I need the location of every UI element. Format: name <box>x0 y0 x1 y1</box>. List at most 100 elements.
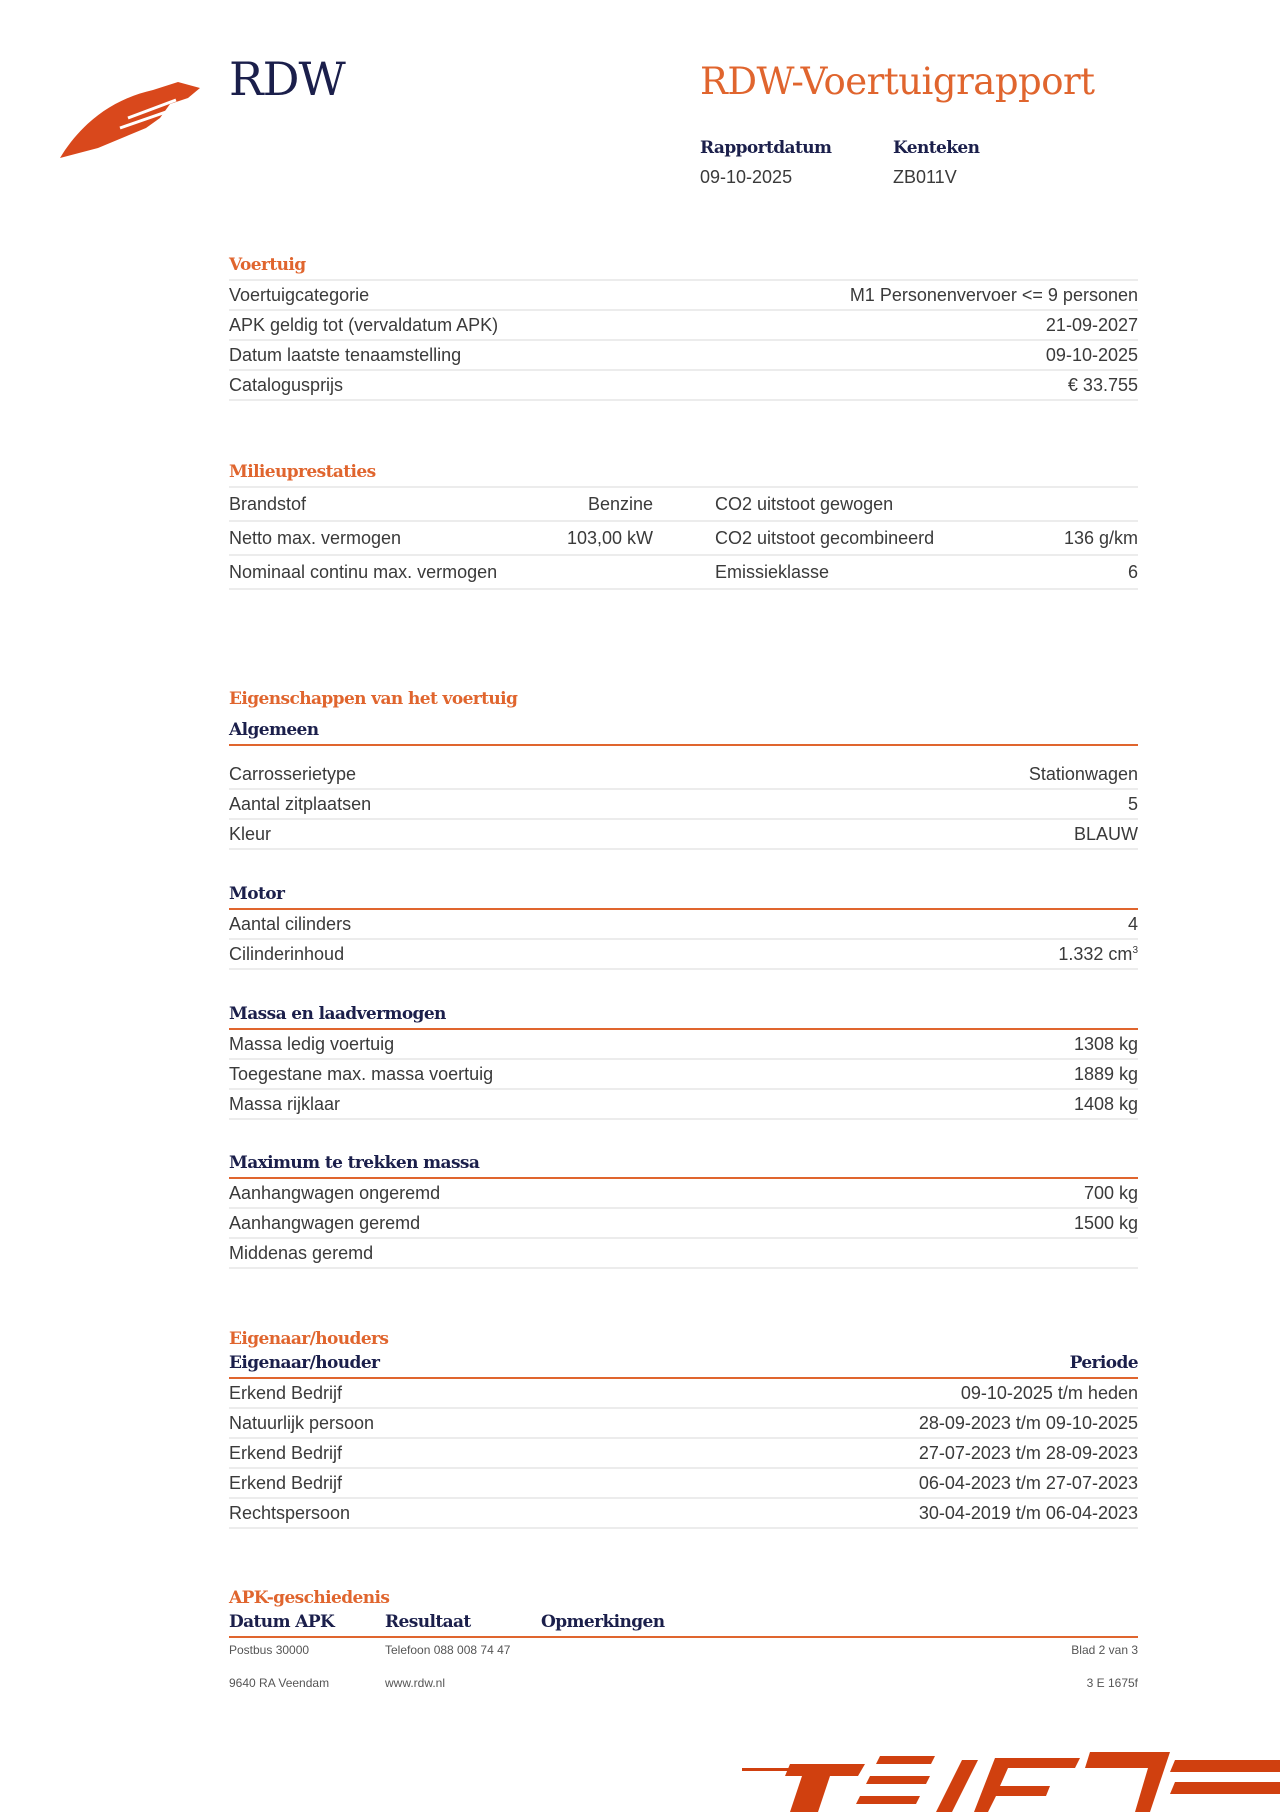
kenteken-label: Kenteken <box>893 138 980 158</box>
row-value: 103,00 kW <box>566 527 653 548</box>
row-label: Datum laatste tenaamstelling <box>229 344 462 365</box>
row-label: Massa ledig voertuig <box>229 1033 395 1054</box>
section-title: Milieuprestaties <box>229 462 376 482</box>
table-row: Kleur BLAUW <box>229 820 1138 850</box>
rdw-stripes-logo-icon <box>742 1752 1280 1812</box>
row-label: CO2 uitstoot gewogen <box>715 493 894 514</box>
column-header: Datum APK <box>229 1612 335 1632</box>
table-row: Aantal cilinders 4 <box>229 910 1138 940</box>
table-header: Datum APK Resultaat Opmerkingen <box>229 1612 1138 1638</box>
row-value: 1308 kg <box>1073 1033 1138 1054</box>
row-label: Aantal zitplaatsen <box>229 793 372 814</box>
row-value: 1408 kg <box>1073 1093 1138 1114</box>
row-value: 21-09-2027 <box>1045 314 1138 335</box>
footer-code: 3 E 1675f <box>1086 1676 1138 1690</box>
column-header: Periode <box>1069 1353 1139 1373</box>
row-label: APK geldig tot (vervaldatum APK) <box>229 314 499 335</box>
subsection-massa: Massa en laadvermogen Massa ledig voertu… <box>229 1002 1138 1120</box>
table-row: Brandstof Benzine CO2 uitstoot gewogen <box>229 486 1138 522</box>
row-value: 4 <box>1127 913 1138 934</box>
section-title: APK-geschiedenis <box>229 1588 390 1608</box>
row-label: Aantal cilinders <box>229 913 352 934</box>
table-row: Voertuigcategorie M1 Personenvervoer <= 9… <box>229 279 1138 311</box>
row-label: Brandstof <box>229 493 307 514</box>
row-value: Stationwagen <box>1028 763 1138 784</box>
row-value: 30-04-2019 t/m 06-04-2023 <box>918 1502 1138 1523</box>
table-row: APK geldig tot (vervaldatum APK) 21-09-20… <box>229 311 1138 341</box>
subsection-title: Algemeen <box>229 718 1138 746</box>
row-label: CO2 uitstoot gecombineerd <box>715 527 935 548</box>
row-value: 09-10-2025 t/m heden <box>960 1382 1138 1403</box>
row-value: 28-09-2023 t/m 09-10-2025 <box>918 1412 1138 1433</box>
page-title: RDW-Voertuigrapport <box>700 60 1095 103</box>
row-label: Kleur <box>229 823 272 844</box>
subsection-trekken: Maximum te trekken massa Aanhangwagen on… <box>229 1151 1138 1269</box>
section-voertuig: Voertuig Voertuigcategorie M1 Personenver… <box>229 255 1138 401</box>
table-row: Carrosserietype Stationwagen <box>229 760 1138 790</box>
table-row: Datum laatste tenaamstelling 09-10-2025 <box>229 341 1138 371</box>
subsection-algemeen: Algemeen Carrosserietype Stationwagen Aan… <box>229 718 1138 850</box>
rapportdatum-value: 09-10-2025 <box>700 167 793 187</box>
row-label: Aanhangwagen ongeremd <box>229 1182 441 1203</box>
row-label: Catalogusprijs <box>229 374 344 395</box>
row-value: 27-07-2023 t/m 28-09-2023 <box>918 1442 1138 1463</box>
section-title-eigenschappen: Eigenschappen van het voertuig <box>229 689 518 709</box>
unit-superscript: 3 <box>1132 944 1138 956</box>
table-row: Cilinderinhoud 1.332 cm3 <box>229 940 1138 970</box>
row-label: Massa rijklaar <box>229 1093 341 1114</box>
row-label: Rechtspersoon <box>229 1502 351 1523</box>
table-row: Erkend Bedrijf 09-10-2025 t/m heden <box>229 1379 1138 1409</box>
column-header: Resultaat <box>385 1612 471 1632</box>
table-row: Massa rijklaar 1408 kg <box>229 1090 1138 1120</box>
row-value: 09-10-2025 <box>1045 344 1138 365</box>
table-row: Catalogusprijs € 33.755 <box>229 371 1138 401</box>
row-label: Natuurlijk persoon <box>229 1412 375 1433</box>
table-row: Natuurlijk persoon 28-09-2023 t/m 09-10-2… <box>229 1409 1138 1439</box>
brand-name: RDW <box>229 52 346 106</box>
subsection-motor: Motor Aantal cilinders 4 Cilinderinhoud 1.… <box>229 882 1138 970</box>
row-value: 1.332 cm3 <box>1058 944 1138 965</box>
table-row: Erkend Bedrijf 27-07-2023 t/m 28-09-2023 <box>229 1439 1138 1469</box>
row-value: BLAUW <box>1073 823 1138 844</box>
table-row: Rechtspersoon 30-04-2019 t/m 06-04-2023 <box>229 1499 1138 1529</box>
footer-postbus: Postbus 30000 <box>229 1643 310 1657</box>
row-value: 5 <box>1127 793 1138 814</box>
row-value: M1 Personenvervoer <= 9 personen <box>849 284 1138 305</box>
row-label: Middenas geremd <box>229 1242 374 1263</box>
row-value: 136 g/km <box>1063 527 1138 548</box>
footer-page-number: Blad 2 van 3 <box>1071 1643 1138 1657</box>
section-eigenaren: Eigenaar/houders Eigenaar/houder Periode … <box>229 1329 1139 1529</box>
row-value-text: 1.332 cm <box>1058 943 1133 964</box>
table-row: Middenas geremd <box>229 1239 1138 1269</box>
row-label: Carrosserietype <box>229 763 357 784</box>
row-value: 06-04-2023 t/m 27-07-2023 <box>918 1472 1138 1493</box>
section-title: Eigenaar/houders <box>229 1329 389 1349</box>
subsection-title: Maximum te trekken massa <box>229 1151 1138 1179</box>
footer-website[interactable]: www.rdw.nl <box>385 1676 446 1690</box>
table-row: Massa ledig voertuig 1308 kg <box>229 1030 1138 1060</box>
row-value: 1500 kg <box>1073 1212 1138 1233</box>
section-title: Voertuig <box>229 255 306 275</box>
table-row: Netto max. vermogen 103,00 kW CO2 uitstoot… <box>229 522 1138 556</box>
row-value: 700 kg <box>1083 1182 1138 1203</box>
row-label: Erkend Bedrijf <box>229 1382 343 1403</box>
table-row: Aanhangwagen geremd 1500 kg <box>229 1209 1138 1239</box>
subsection-title: Massa en laadvermogen <box>229 1002 1138 1030</box>
row-label: Aanhangwagen geremd <box>229 1212 421 1233</box>
row-value: 6 <box>1127 561 1138 582</box>
row-label: Toegestane max. massa voertuig <box>229 1063 494 1084</box>
column-header: Opmerkingen <box>541 1612 665 1632</box>
kenteken-value: ZB011V <box>893 167 957 187</box>
section-milieuprestaties: Milieuprestaties Brandstof Benzine CO2 uit… <box>229 462 1138 590</box>
footer-telefoon: Telefoon 088 008 74 47 <box>385 1643 511 1657</box>
row-label: Emissieklasse <box>715 561 830 582</box>
row-label: Netto max. vermogen <box>229 527 402 548</box>
rdw-logo-icon <box>60 82 200 158</box>
row-label: Erkend Bedrijf <box>229 1442 343 1463</box>
table-row: Aanhangwagen ongeremd 700 kg <box>229 1179 1138 1209</box>
row-value: 1889 kg <box>1073 1063 1138 1084</box>
table-header: Eigenaar/houder Periode <box>229 1353 1139 1379</box>
row-label: Cilinderinhoud <box>229 943 345 964</box>
table-row: Erkend Bedrijf 06-04-2023 t/m 27-07-2023 <box>229 1469 1138 1499</box>
column-header: Eigenaar/houder <box>229 1353 380 1373</box>
